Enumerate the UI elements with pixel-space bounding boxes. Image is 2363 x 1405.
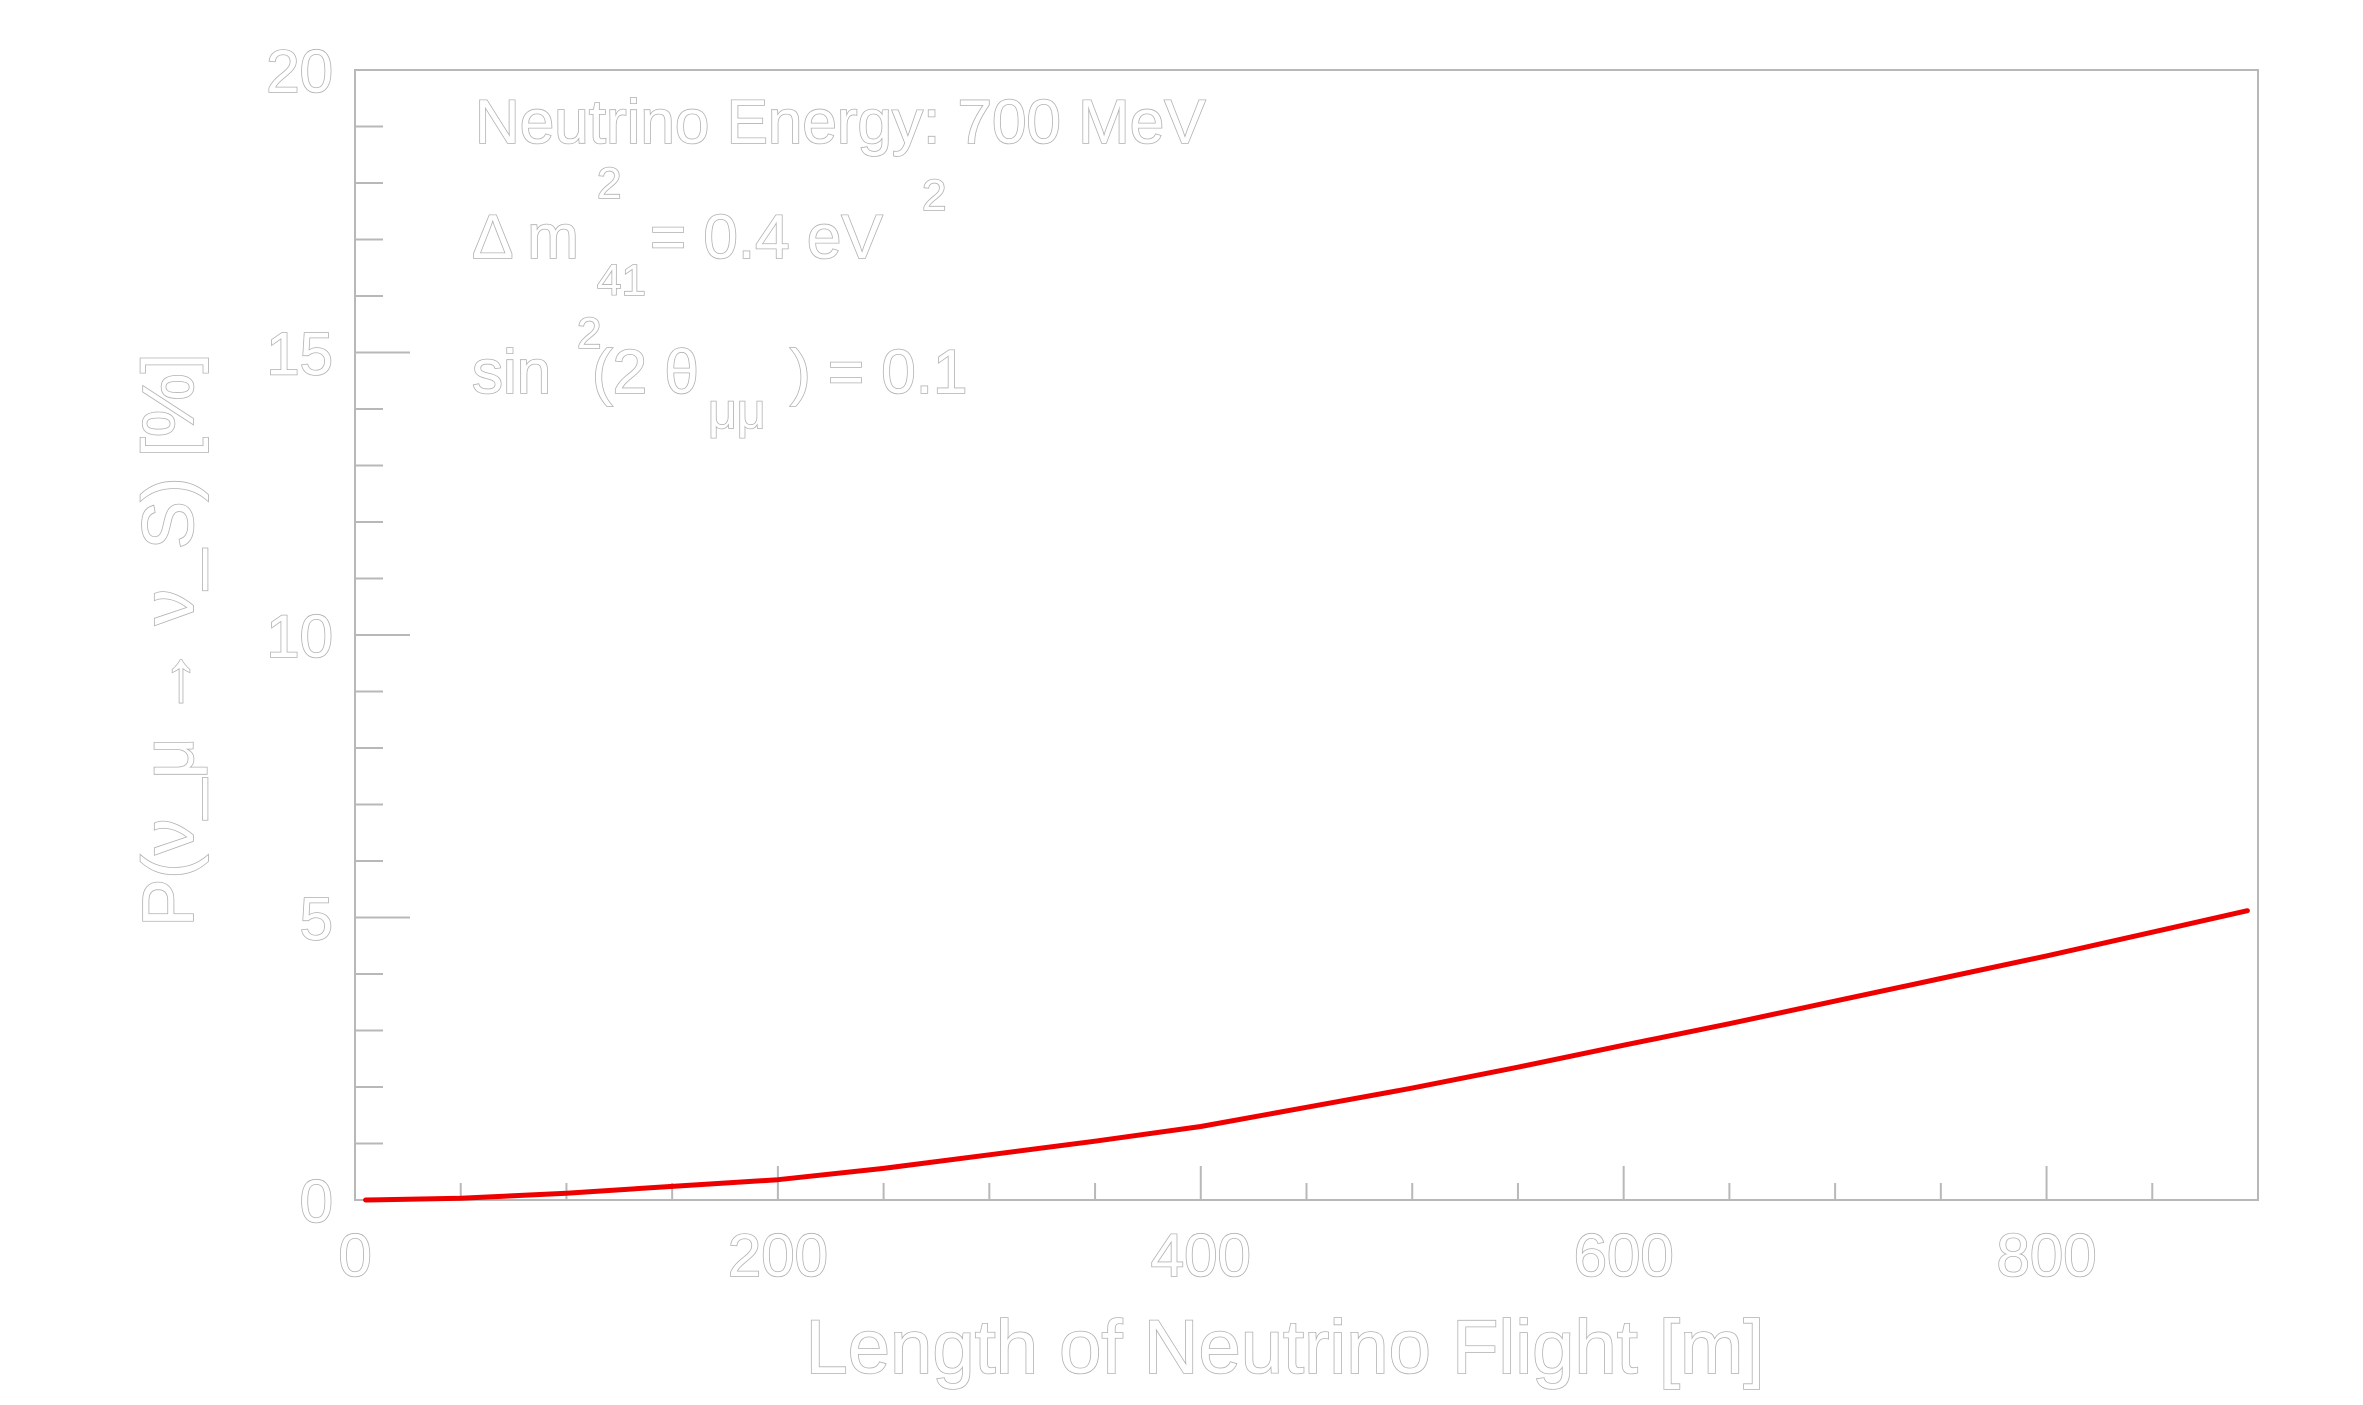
sin-value: ) = 0.1 [790,338,968,407]
x-tick-label: 200 [728,1222,828,1289]
y-tick-labels: 0 5 10 15 20 [265,37,333,1236]
x-tick-labels: 0 200 400 600 800 [338,1221,2098,1290]
y-tick-label: 0 [300,1168,333,1235]
annotation-delta-m: Δ m 2 41 = 0.4 eV 2 [471,158,947,306]
dm-prefix: Δ m [472,203,579,272]
sin-prefix: sin [472,338,551,407]
series-group [363,908,2250,1203]
annotation-sin2theta: sin 2 (2 θ μμ ) = 0.1 [471,308,968,440]
x-axis-ticks [354,1166,2259,1200]
x-tick-label: 600 [1574,1222,1674,1289]
y-tick-label: 5 [300,886,333,953]
x-axis-label: Length of Neutrino Flight [m] [806,1305,1765,1390]
y-axis-label: P(ν_μ → ν_S) [%] [129,353,209,927]
y-axis-ticks [355,69,410,1201]
y-tick-label: 15 [266,321,333,388]
series-line [363,908,2250,1203]
plot-frame [354,69,2259,1201]
sin-mid: (2 θ [592,338,699,407]
y-tick-label: 10 [266,603,333,670]
x-tick-label: 0 [338,1222,371,1289]
dm-sup: 2 [597,159,621,208]
y-tick-label: 20 [266,38,333,105]
x-tick-label: 400 [1151,1222,1251,1289]
dm-value: = 0.4 eV [650,203,883,272]
x-tick-label: 800 [1997,1222,2097,1289]
sin-sub: μμ [708,383,766,439]
annotation-energy: Neutrino Energy: 700 MeV [475,88,1206,157]
sin-sup: 2 [577,309,601,358]
dm-unit-sup: 2 [922,171,946,220]
dm-sub: 41 [597,256,646,305]
